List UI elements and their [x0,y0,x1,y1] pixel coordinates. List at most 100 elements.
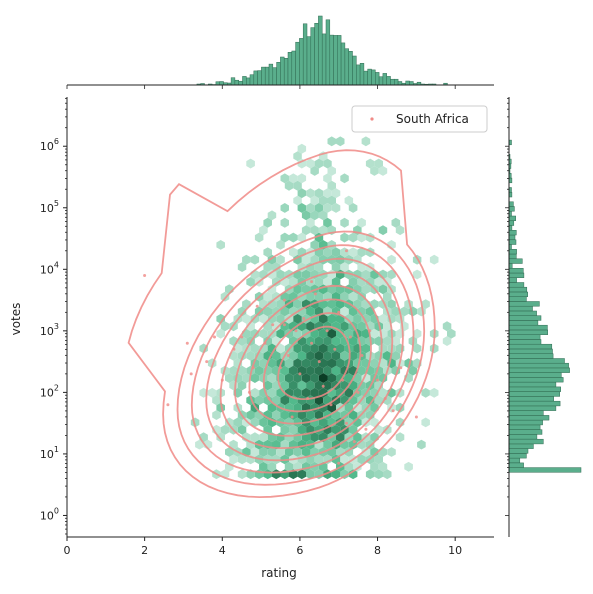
scatter-point [221,379,224,382]
hexbin-cell [238,469,247,479]
right-histogram-bar [509,254,516,259]
top-histogram-bar [345,49,349,85]
scatter-point [337,311,340,314]
right-histogram-bar [509,458,520,463]
hexbin-cell [340,218,349,228]
right-histogram-bar [509,287,527,292]
scatter-point [248,391,251,394]
x-axis-title: rating [261,566,297,580]
top-histogram-bar [277,62,281,85]
top-histogram-bar [311,28,315,85]
right-histogram-bar [509,221,514,226]
right-histogram-bar [509,396,554,401]
hexbin-cell [396,432,405,442]
top-histogram-bar [265,67,269,85]
right-histogram-bar [509,207,514,212]
scatter-point [392,409,395,412]
top-histogram-bar [284,58,288,85]
top-histogram-bar [258,71,262,85]
right-histogram-bar [509,292,528,297]
scatter-point [271,323,274,326]
right-histogram-bar [509,468,581,473]
y-tick-label: 106 [40,137,59,153]
scatter-point [232,348,235,351]
x-tick-label: 4 [219,544,226,557]
y-tick-label: 104 [40,260,59,276]
right-histogram-bar [509,240,516,245]
scatter-point [213,336,216,339]
right-histogram-bar [509,297,526,302]
right-histogram-bar [509,344,552,349]
hexbin-cell [421,388,430,398]
scatter-point [291,416,294,419]
top-histogram-bar [360,63,364,85]
hexbin-cell [251,255,260,265]
y-axis-title: votes [9,303,23,336]
right-histogram-bar [509,283,524,288]
top-histogram-bar [372,70,376,85]
scatter-point [353,440,356,443]
top-histogram-bar [353,56,357,85]
right-histogram-bar [509,425,540,430]
scatter-point [310,342,313,345]
top-histogram-bar [261,67,265,85]
scatter-point [345,249,348,252]
top-histogram-bar [220,82,224,86]
y-tick-label: 103 [40,322,59,338]
scatter-point [399,366,402,369]
right-histogram-bar [509,259,522,264]
top-histogram-bar [383,73,387,85]
top-histogram-bar [235,80,239,85]
scatter-point [345,422,348,425]
hexbin-cell [404,462,413,472]
scatter-point [415,416,418,419]
right-histogram-bar [509,382,556,387]
right-marginal-histogram [505,97,581,537]
scatter-point [240,336,243,339]
top-histogram-bar [391,79,395,85]
right-histogram-bar [509,302,539,307]
scatter-point [295,329,298,332]
top-histogram-bar [273,68,277,85]
hexbin-cell [340,173,349,183]
right-histogram-bar [509,363,569,368]
right-histogram-bar [509,449,528,454]
scatter-point [318,360,321,363]
scatter-point [306,397,309,400]
x-tick-label: 2 [141,544,148,557]
scatter-point [283,323,286,326]
right-histogram-bar [509,306,533,311]
top-histogram-bar [231,78,235,85]
scatter-point [279,366,282,369]
scatter-point [337,462,340,465]
scatter-point [190,372,193,375]
top-histogram-bar [364,71,368,85]
top-histogram-bar [315,23,319,85]
scatter-point [314,292,317,295]
hexbin-cell [281,218,290,228]
y-tick-label: 101 [40,445,59,461]
hexbin-cell [362,136,371,146]
hexbin-cell [246,159,255,169]
hexbin-cell [336,136,345,146]
right-histogram-bar [509,401,560,406]
top-histogram-bar [296,42,300,85]
top-histogram-bar [334,35,338,85]
right-histogram-bar [509,411,543,416]
top-histogram-bar [341,43,345,85]
x-tick-label: 6 [296,544,303,557]
right-histogram-bar [509,349,553,354]
right-histogram-bar [509,430,542,435]
hexbin-cell [281,203,290,213]
top-histogram-bar [292,51,296,85]
right-histogram-bar [509,415,549,420]
right-histogram-bar [509,377,563,382]
right-histogram-bar [509,278,517,283]
scatter-point [283,299,286,302]
top-histogram-bar [394,79,398,85]
hexbin-cell [379,225,388,235]
right-histogram-bar [509,321,538,326]
right-histogram-bar [509,325,547,330]
